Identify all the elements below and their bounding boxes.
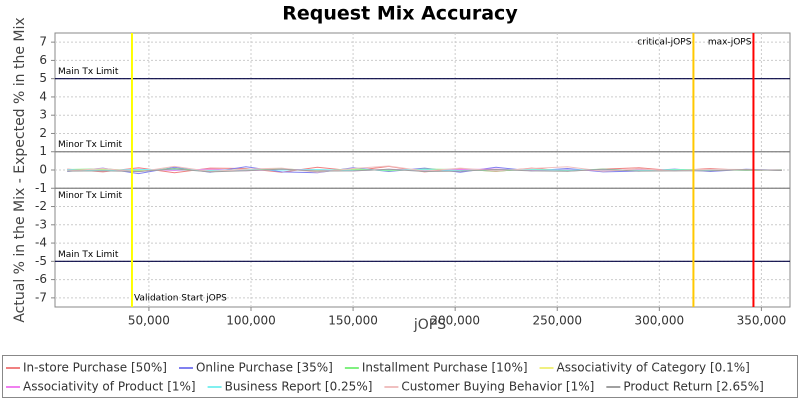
reference-label: Minor Tx Limit [58, 140, 123, 150]
x-tick-label: 100,000 [226, 314, 276, 328]
legend-label: Online Purchase [35%] [196, 361, 333, 375]
y-tick-label: -4 [35, 236, 47, 250]
y-tick-label: 6 [39, 53, 47, 67]
y-tick-label: 4 [39, 89, 47, 103]
legend-label: Associativity of Product [1%] [23, 380, 196, 394]
y-axis-title: Actual % in the Mix - Expected % in the … [12, 17, 28, 322]
y-tick-label: 0 [39, 163, 47, 177]
legend-label: Installment Purchase [10%] [362, 361, 528, 375]
y-tick-label: 1 [39, 144, 47, 158]
y-tick-label: 2 [39, 126, 47, 140]
x-tick-label: 200,000 [430, 314, 480, 328]
y-tick-label: 7 [39, 35, 47, 49]
reference-label: max-jOPS [708, 38, 752, 48]
legend-box [2, 355, 798, 398]
y-tick-label: 3 [39, 108, 47, 122]
x-axis-title: jOPS [413, 317, 446, 333]
reference-label: Main Tx Limit [58, 67, 119, 77]
x-tick-label: 50,000 [128, 314, 170, 328]
x-tick-label: 150,000 [328, 314, 378, 328]
reference-label: Minor Tx Limit [58, 191, 123, 201]
legend-label: Associativity of Category [0.1%] [557, 361, 750, 375]
legend-label: Product Return [2.65%] [623, 380, 764, 394]
x-tick-label: 350,000 [737, 314, 787, 328]
chart-title: Request Mix Accuracy [282, 3, 518, 25]
y-tick-label: -6 [35, 272, 47, 286]
reference-label: critical-jOPS [637, 38, 691, 48]
y-tick-label: -3 [35, 217, 47, 231]
series-line [67, 168, 782, 173]
y-tick-label: -5 [35, 254, 47, 268]
x-tick-label: 300,000 [635, 314, 685, 328]
y-tick-label: -1 [35, 181, 47, 195]
x-tick-label: 250,000 [532, 314, 582, 328]
legend-label: Business Report [0.25%] [225, 380, 373, 394]
legend-label: Customer Buying Behavior [1%] [401, 380, 594, 394]
reference-label: Validation Start jOPS [134, 294, 227, 304]
legend-label: In-store Purchase [50%] [23, 361, 167, 375]
reference-label: Main Tx Limit [58, 250, 119, 260]
y-tick-label: -7 [35, 290, 47, 304]
y-tick-label: -2 [35, 199, 47, 213]
y-tick-label: 5 [39, 71, 47, 85]
